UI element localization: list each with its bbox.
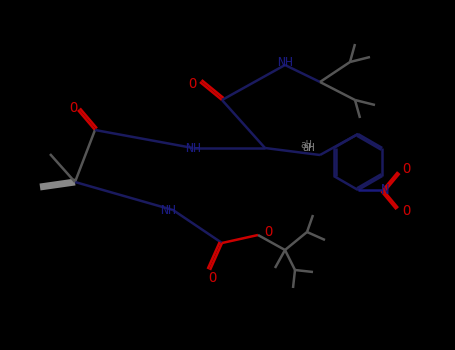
Text: O: O xyxy=(69,101,77,115)
Text: NH: NH xyxy=(185,141,201,154)
Text: aH: aH xyxy=(300,140,312,150)
Text: aH: aH xyxy=(302,143,314,153)
Text: O: O xyxy=(188,77,196,91)
Text: NH: NH xyxy=(160,203,176,217)
Text: O: O xyxy=(208,271,216,285)
Text: N: N xyxy=(381,183,389,197)
Text: NH: NH xyxy=(277,56,293,69)
Text: O: O xyxy=(264,225,272,239)
Text: O: O xyxy=(402,162,410,176)
Text: O: O xyxy=(402,204,410,218)
